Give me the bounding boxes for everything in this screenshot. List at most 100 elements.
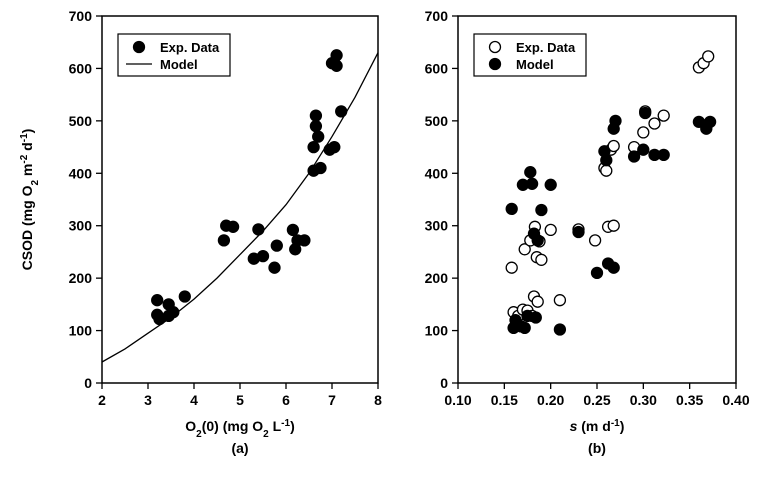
- panel-label: (a): [231, 440, 248, 456]
- y-tick-label: 500: [425, 113, 449, 129]
- legend-entry: Exp. Data: [160, 40, 220, 55]
- data-point-open: [544, 223, 557, 237]
- x-tick-label: 0.35: [676, 392, 703, 408]
- y-axis-label: CSOD (mg O2 m-2 d-1): [19, 129, 41, 271]
- data-point-filled: [524, 166, 537, 179]
- legend-entry: Exp. Data: [516, 40, 576, 55]
- legend-box: [473, 33, 587, 77]
- data-point-filled: [256, 249, 270, 263]
- legend-entry: Model: [160, 57, 198, 72]
- data-point-filled: [553, 323, 567, 336]
- x-tick-label: 6: [282, 392, 290, 408]
- data-point-filled: [525, 177, 539, 190]
- data-point-filled: [518, 321, 531, 335]
- panel-b: 0.10 0.15 0.20 0.25 0.30 0.35 0.40 0 100 200 300 40…: [425, 8, 750, 456]
- data-point-filled: [226, 220, 240, 233]
- x-tick-label: 7: [328, 392, 336, 408]
- y-tick-label: 100: [425, 323, 449, 339]
- x-tick-label: 5: [236, 392, 244, 408]
- legend-marker-swatch: [488, 57, 502, 71]
- data-point-open: [553, 294, 567, 307]
- data-point-filled: [657, 148, 670, 162]
- x-tick-label: 0.40: [722, 392, 749, 408]
- x-tick-label: 0.20: [537, 392, 564, 408]
- y-tick-label: 400: [425, 165, 449, 181]
- data-point-open: [607, 139, 620, 153]
- y-tick-label: 700: [425, 8, 449, 24]
- data-point-open: [588, 234, 602, 247]
- panel-label: (b): [588, 440, 606, 456]
- data-point-filled: [314, 161, 327, 175]
- legend-marker-swatch: [132, 40, 146, 54]
- data-point-filled: [328, 140, 341, 154]
- data-point-filled: [330, 49, 343, 62]
- y-tick-label: 0: [84, 375, 92, 391]
- data-point-open: [535, 253, 548, 266]
- data-point-open: [657, 109, 670, 122]
- y-tick-label: 0: [440, 375, 448, 391]
- data-point-filled: [600, 154, 613, 167]
- data-point-filled: [529, 311, 542, 324]
- data-point-filled: [531, 234, 544, 247]
- data-point-filled: [505, 202, 518, 216]
- data-point-filled: [535, 203, 548, 217]
- x-axis-label: O2(0) (mg O2 L-1): [185, 418, 295, 440]
- y-tick-label: 200: [425, 270, 449, 286]
- data-point-filled: [607, 261, 620, 274]
- x-tick-label: 0.10: [444, 392, 471, 408]
- data-point-open: [600, 164, 613, 177]
- data-point-open: [637, 126, 650, 139]
- data-point-filled: [544, 178, 557, 191]
- y-tick-label: 700: [69, 8, 93, 24]
- data-point-filled: [330, 59, 343, 72]
- data-point-filled: [637, 143, 650, 156]
- legend-entry: Model: [516, 57, 554, 72]
- data-point-filled: [151, 294, 164, 307]
- x-axis-label: s (m d-1): [570, 418, 625, 435]
- data-point-filled: [298, 234, 311, 247]
- y-tick-label: 600: [69, 60, 93, 76]
- y-tick-label: 300: [425, 218, 449, 234]
- data-point-open: [648, 117, 661, 130]
- x-tick-label: 0.25: [583, 392, 610, 408]
- data-point-filled: [286, 223, 300, 237]
- y-tick-label: 300: [69, 218, 93, 234]
- data-point-filled: [307, 140, 320, 154]
- x-tick-label: 8: [374, 392, 382, 408]
- data-point-filled: [217, 234, 231, 247]
- data-point-open: [607, 219, 620, 232]
- data-point-filled: [639, 106, 652, 120]
- data-point-filled: [167, 306, 180, 319]
- data-point-filled: [609, 114, 622, 128]
- data-point-filled: [309, 119, 323, 133]
- y-tick-label: 100: [69, 323, 93, 339]
- data-point-open: [505, 261, 518, 274]
- data-point-filled: [309, 109, 323, 122]
- legend-marker-swatch: [488, 40, 502, 54]
- legend-box: [117, 33, 231, 77]
- data-point-open: [702, 50, 715, 63]
- y-tick-label: 400: [69, 165, 93, 181]
- x-tick-label: 4: [190, 392, 198, 408]
- y-tick-label: 600: [425, 60, 449, 76]
- data-point-filled: [627, 150, 641, 163]
- data-point-filled: [703, 115, 717, 129]
- data-point-open: [531, 295, 544, 308]
- data-point-filled: [252, 223, 265, 236]
- data-point-open: [518, 243, 531, 256]
- model-line: [101, 52, 379, 363]
- panel-a: 2 3 4 5 6 7 8 0 100 200 300 400 500 600 700 O2(0) (mg O…: [19, 8, 383, 456]
- data-point-filled: [178, 290, 191, 303]
- x-tick-label: 3: [144, 392, 152, 408]
- data-point-filled: [268, 261, 281, 274]
- data-point-filled: [312, 130, 325, 143]
- x-tick-label: 2: [98, 392, 106, 408]
- x-tick-label: 0.30: [630, 392, 657, 408]
- x-tick-label: 0.15: [491, 392, 518, 408]
- y-tick-label: 500: [69, 113, 93, 129]
- data-point-filled: [572, 225, 585, 239]
- data-point-filled: [590, 266, 604, 280]
- data-point-filled: [270, 239, 283, 252]
- y-tick-label: 200: [69, 270, 93, 286]
